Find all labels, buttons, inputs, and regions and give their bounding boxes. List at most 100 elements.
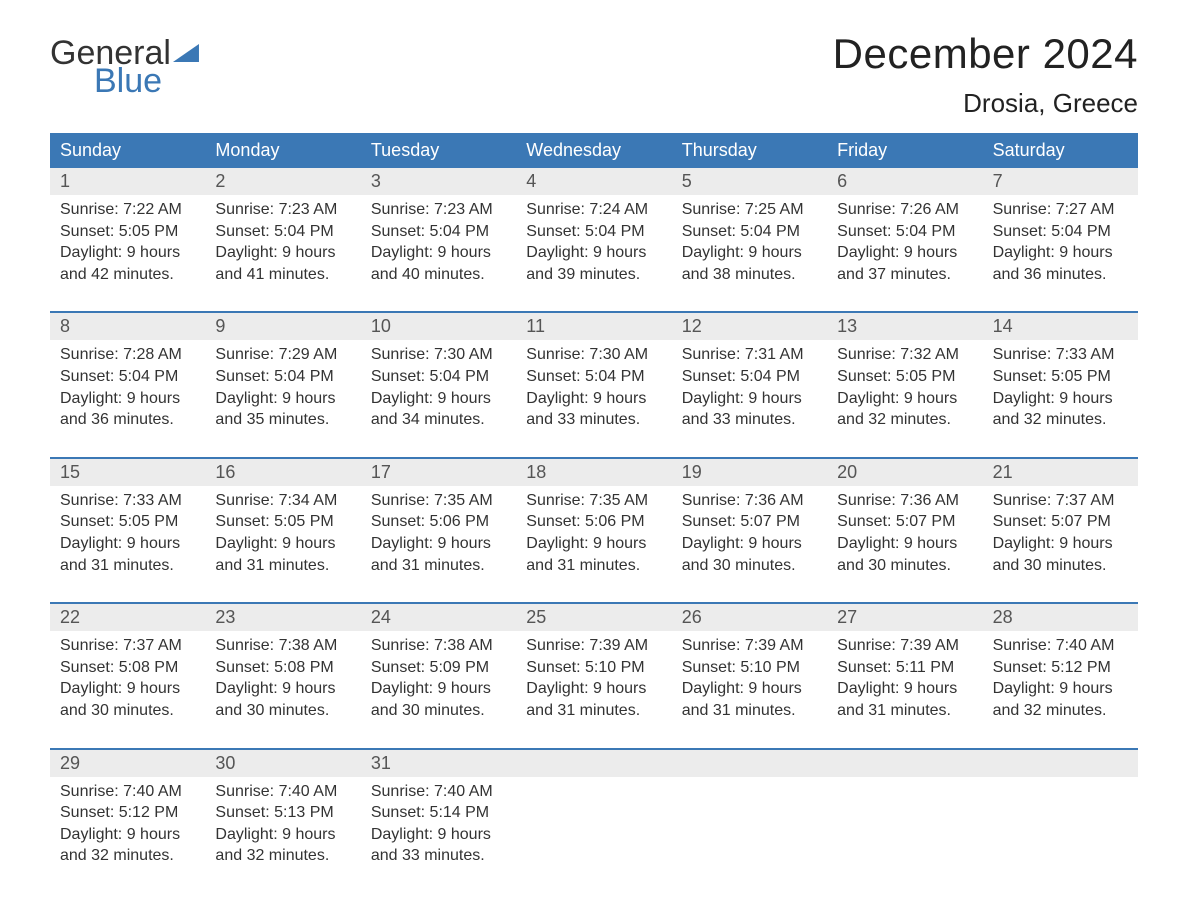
day-number [672,750,827,777]
day-number: 13 [827,313,982,340]
sunrise-line: Sunrise: 7:37 AM [60,635,195,657]
day-number-row: 22232425262728 [50,604,1138,631]
weekday-header: Monday [205,133,360,168]
sunrise-line: Sunrise: 7:35 AM [371,490,506,512]
daylight-line: Daylight: 9 hours and 41 minutes. [215,242,350,285]
sunrise-line: Sunrise: 7:33 AM [993,344,1128,366]
day-number: 26 [672,604,827,631]
sunrise-line: Sunrise: 7:29 AM [215,344,350,366]
sunrise-line: Sunrise: 7:39 AM [682,635,817,657]
daylight-line: Daylight: 9 hours and 30 minutes. [215,678,350,721]
sunset-line: Sunset: 5:04 PM [993,221,1128,243]
sunrise-line: Sunrise: 7:30 AM [371,344,506,366]
sunset-line: Sunset: 5:14 PM [371,802,506,824]
day-number: 21 [983,459,1138,486]
day-number [827,750,982,777]
day-details: Sunrise: 7:28 AMSunset: 5:04 PMDaylight:… [50,340,205,438]
day-details: Sunrise: 7:35 AMSunset: 5:06 PMDaylight:… [516,486,671,584]
sunset-line: Sunset: 5:12 PM [993,657,1128,679]
day-details: Sunrise: 7:25 AMSunset: 5:04 PMDaylight:… [672,195,827,293]
weekday-header: Tuesday [361,133,516,168]
weekday-header: Sunday [50,133,205,168]
sunrise-line: Sunrise: 7:36 AM [837,490,972,512]
sunset-line: Sunset: 5:04 PM [682,366,817,388]
day-details: Sunrise: 7:36 AMSunset: 5:07 PMDaylight:… [827,486,982,584]
daylight-line: Daylight: 9 hours and 32 minutes. [993,678,1128,721]
sunrise-line: Sunrise: 7:40 AM [215,781,350,803]
day-details: Sunrise: 7:32 AMSunset: 5:05 PMDaylight:… [827,340,982,438]
sunset-line: Sunset: 5:10 PM [682,657,817,679]
day-details: Sunrise: 7:34 AMSunset: 5:05 PMDaylight:… [205,486,360,584]
day-number-row: 15161718192021 [50,459,1138,486]
day-details-row: Sunrise: 7:33 AMSunset: 5:05 PMDaylight:… [50,486,1138,584]
daylight-line: Daylight: 9 hours and 31 minutes. [526,678,661,721]
sunset-line: Sunset: 5:08 PM [215,657,350,679]
day-details: Sunrise: 7:36 AMSunset: 5:07 PMDaylight:… [672,486,827,584]
day-number: 28 [983,604,1138,631]
sunset-line: Sunset: 5:04 PM [371,221,506,243]
daylight-line: Daylight: 9 hours and 35 minutes. [215,388,350,431]
day-details-row: Sunrise: 7:28 AMSunset: 5:04 PMDaylight:… [50,340,1138,438]
sunrise-line: Sunrise: 7:38 AM [371,635,506,657]
daylight-line: Daylight: 9 hours and 31 minutes. [526,533,661,576]
daylight-line: Daylight: 9 hours and 32 minutes. [837,388,972,431]
daylight-line: Daylight: 9 hours and 32 minutes. [993,388,1128,431]
day-number: 6 [827,168,982,195]
daylight-line: Daylight: 9 hours and 38 minutes. [682,242,817,285]
title-block: December 2024 Drosia, Greece [833,30,1138,119]
day-details: Sunrise: 7:40 AMSunset: 5:14 PMDaylight:… [361,777,516,875]
day-details-row: Sunrise: 7:40 AMSunset: 5:12 PMDaylight:… [50,777,1138,875]
day-details: Sunrise: 7:31 AMSunset: 5:04 PMDaylight:… [672,340,827,438]
day-number: 9 [205,313,360,340]
daylight-line: Daylight: 9 hours and 33 minutes. [371,824,506,867]
day-number: 2 [205,168,360,195]
sunset-line: Sunset: 5:07 PM [837,511,972,533]
sunrise-line: Sunrise: 7:34 AM [215,490,350,512]
sunrise-line: Sunrise: 7:27 AM [993,199,1128,221]
day-number: 22 [50,604,205,631]
day-details: Sunrise: 7:23 AMSunset: 5:04 PMDaylight:… [361,195,516,293]
sunrise-line: Sunrise: 7:24 AM [526,199,661,221]
daylight-line: Daylight: 9 hours and 31 minutes. [215,533,350,576]
daylight-line: Daylight: 9 hours and 42 minutes. [60,242,195,285]
week-block: 22232425262728Sunrise: 7:37 AMSunset: 5:… [50,602,1138,729]
sunrise-line: Sunrise: 7:26 AM [837,199,972,221]
logo: General Blue [50,30,199,98]
day-number: 11 [516,313,671,340]
day-number: 18 [516,459,671,486]
sunrise-line: Sunrise: 7:40 AM [371,781,506,803]
day-details-row: Sunrise: 7:37 AMSunset: 5:08 PMDaylight:… [50,631,1138,729]
day-details: Sunrise: 7:39 AMSunset: 5:11 PMDaylight:… [827,631,982,729]
daylight-line: Daylight: 9 hours and 36 minutes. [993,242,1128,285]
daylight-line: Daylight: 9 hours and 31 minutes. [60,533,195,576]
day-details: Sunrise: 7:33 AMSunset: 5:05 PMDaylight:… [50,486,205,584]
sunset-line: Sunset: 5:04 PM [682,221,817,243]
sunset-line: Sunset: 5:11 PM [837,657,972,679]
page-title: December 2024 [833,30,1138,78]
day-number: 5 [672,168,827,195]
sunrise-line: Sunrise: 7:30 AM [526,344,661,366]
sunrise-line: Sunrise: 7:23 AM [371,199,506,221]
sunset-line: Sunset: 5:04 PM [215,366,350,388]
calendar: SundayMondayTuesdayWednesdayThursdayFrid… [50,133,1138,875]
day-details: Sunrise: 7:23 AMSunset: 5:04 PMDaylight:… [205,195,360,293]
day-number: 12 [672,313,827,340]
logo-text-2: Blue [94,64,162,98]
sunset-line: Sunset: 5:04 PM [371,366,506,388]
day-number: 3 [361,168,516,195]
week-block: 15161718192021Sunrise: 7:33 AMSunset: 5:… [50,457,1138,584]
sunrise-line: Sunrise: 7:33 AM [60,490,195,512]
day-number: 14 [983,313,1138,340]
day-details: Sunrise: 7:24 AMSunset: 5:04 PMDaylight:… [516,195,671,293]
daylight-line: Daylight: 9 hours and 30 minutes. [837,533,972,576]
day-details: Sunrise: 7:37 AMSunset: 5:08 PMDaylight:… [50,631,205,729]
week-block: 891011121314Sunrise: 7:28 AMSunset: 5:04… [50,311,1138,438]
day-details: Sunrise: 7:39 AMSunset: 5:10 PMDaylight:… [672,631,827,729]
day-number [983,750,1138,777]
day-details: Sunrise: 7:40 AMSunset: 5:13 PMDaylight:… [205,777,360,875]
sunset-line: Sunset: 5:04 PM [526,221,661,243]
sunrise-line: Sunrise: 7:25 AM [682,199,817,221]
location-label: Drosia, Greece [833,88,1138,119]
sunset-line: Sunset: 5:09 PM [371,657,506,679]
day-details: Sunrise: 7:40 AMSunset: 5:12 PMDaylight:… [983,631,1138,729]
